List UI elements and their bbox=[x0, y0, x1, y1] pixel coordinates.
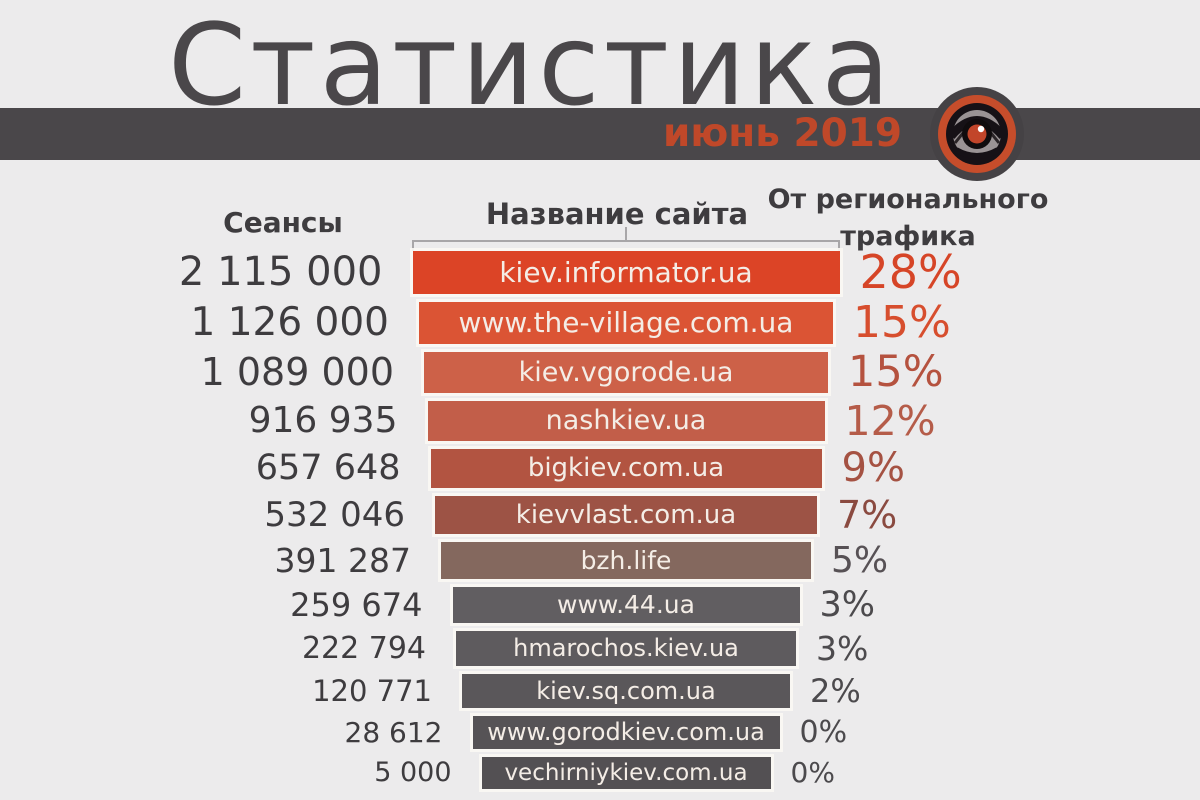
site-bar: bigkiev.com.ua bbox=[431, 449, 822, 488]
traffic-percent: 7% bbox=[837, 496, 897, 534]
traffic-percent: 12% bbox=[845, 401, 936, 441]
page-title: Статистика bbox=[168, 10, 894, 122]
site-bar: www.the-village.com.ua bbox=[419, 302, 833, 344]
infographic-canvas: Статистика июнь 2019 Сеансы Название сай… bbox=[0, 0, 1200, 800]
site-bar: hmarochos.kiev.ua bbox=[456, 631, 796, 666]
sessions-value: 916 935 bbox=[249, 401, 398, 441]
eye-logo-icon bbox=[928, 85, 1026, 185]
traffic-percent: 3% bbox=[820, 587, 876, 623]
traffic-percent: 2% bbox=[810, 674, 861, 708]
site-bar: bzh.life bbox=[441, 542, 811, 579]
traffic-percent: 0% bbox=[791, 757, 835, 789]
traffic-percent: 3% bbox=[816, 631, 868, 666]
sessions-value: 657 648 bbox=[256, 449, 401, 488]
period-label: июнь 2019 bbox=[663, 108, 902, 160]
traffic-percent: 15% bbox=[848, 352, 944, 393]
traffic-percent: 5% bbox=[831, 542, 888, 579]
site-bar: kiev.vgorode.ua bbox=[424, 352, 828, 393]
site-bar: www.44.ua bbox=[453, 587, 800, 623]
sessions-value: 532 046 bbox=[264, 496, 405, 534]
column-header-traffic-line1: От регионального bbox=[768, 184, 1049, 215]
sessions-value: 391 287 bbox=[275, 542, 411, 579]
sessions-value: 2 115 000 bbox=[179, 251, 383, 294]
sessions-value: 1 089 000 bbox=[201, 352, 394, 393]
site-column-bracket bbox=[412, 226, 840, 252]
traffic-percent: 28% bbox=[860, 251, 962, 294]
site-bar: kiev.sq.com.ua bbox=[462, 674, 790, 708]
site-bar: kievvlast.com.ua bbox=[435, 496, 817, 534]
site-bar: www.gorodkiev.com.ua bbox=[473, 716, 780, 749]
sessions-value: 5 000 bbox=[374, 757, 451, 789]
site-bar: kiev.informator.ua bbox=[413, 251, 840, 294]
column-header-sessions: Сеансы bbox=[223, 206, 343, 239]
traffic-percent: 15% bbox=[853, 302, 951, 344]
site-bar: vechirniykiev.com.ua bbox=[482, 757, 771, 789]
sessions-value: 120 771 bbox=[312, 674, 432, 708]
sessions-value: 259 674 bbox=[290, 587, 422, 623]
traffic-percent: 0% bbox=[800, 716, 848, 749]
sessions-value: 222 794 bbox=[302, 631, 426, 666]
site-bar: nashkiev.ua bbox=[428, 401, 825, 441]
sessions-value: 28 612 bbox=[345, 716, 443, 749]
sessions-value: 1 126 000 bbox=[191, 302, 390, 344]
traffic-percent: 9% bbox=[842, 449, 905, 488]
